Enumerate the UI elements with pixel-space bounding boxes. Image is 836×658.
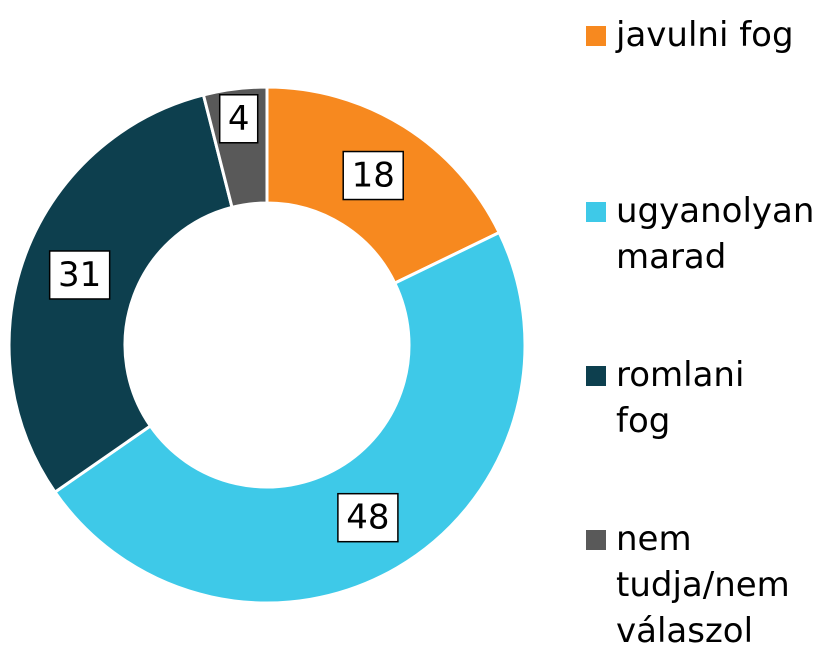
legend-label: ugyanolyan marad — [616, 191, 815, 277]
data-label-box — [218, 94, 259, 144]
legend-item: nem tudja/nem válaszol — [586, 516, 836, 654]
data-label: 31 — [58, 255, 101, 295]
legend-item: ugyanolyan marad — [586, 188, 836, 280]
data-label-box — [48, 250, 111, 300]
data-label-box — [342, 150, 404, 201]
legend-label: javulni fog — [616, 15, 794, 55]
legend-item: romlani fog — [586, 352, 836, 444]
data-label-box — [337, 492, 399, 543]
donut-slice — [52, 230, 527, 605]
legend-swatch — [586, 26, 606, 46]
legend-label: nem tudja/nem válaszol — [616, 519, 790, 651]
data-label: 18 — [352, 156, 395, 196]
chart: 18 48 31 4 — [7, 85, 527, 605]
data-label: 4 — [228, 99, 250, 139]
legend-item: javulni fog — [586, 12, 836, 58]
legend-label: romlani fog — [616, 355, 745, 441]
legend-swatch — [586, 202, 606, 222]
legend-swatch — [586, 530, 606, 550]
legend-swatch — [586, 366, 606, 386]
data-label: 48 — [346, 498, 389, 538]
donut-slice — [7, 93, 234, 495]
